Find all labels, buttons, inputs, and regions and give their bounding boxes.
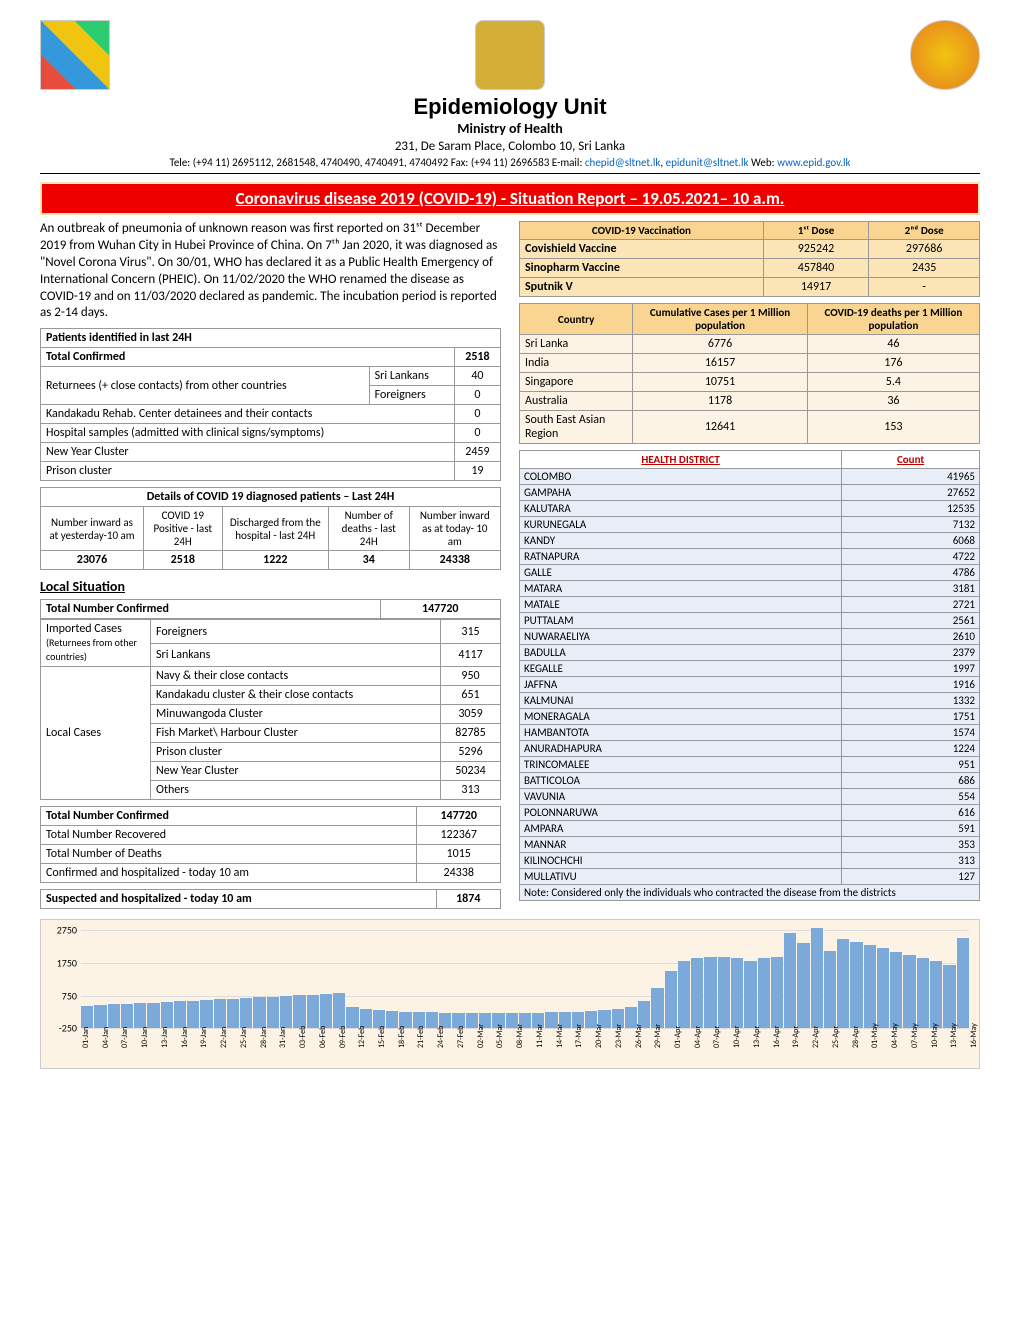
table-total-confirmed: Total Number Confirmed147720 <box>40 599 501 619</box>
contact-line: Tele: (+94 11) 2695112, 2681548, 4740490… <box>40 156 980 169</box>
email-link-1[interactable]: chepid@sltnet.lk <box>585 156 661 169</box>
logo-epidemiology-unit <box>40 20 110 90</box>
page-title: Epidemiology Unit <box>40 94 980 120</box>
website-link[interactable]: www.epid.gov.lk <box>777 156 850 169</box>
table-patients-24h: Patients identified in last 24H Total Co… <box>40 328 501 481</box>
intro-text: An outbreak of pneumonia of unknown reas… <box>40 221 501 322</box>
table-health-district: HEALTH DISTRICTCount COLOMBO41965GAMPAHA… <box>519 450 980 901</box>
table-summary: Total Number Confirmed147720Total Number… <box>40 806 501 883</box>
address-line: 231, De Saram Place, Colombo 10, Sri Lan… <box>40 139 980 154</box>
page-header: Epidemiology Unit Ministry of Health 231… <box>40 20 980 174</box>
daily-cases-chart: -25075017502750 01-Jan04-Jan07-Jan10-Jan… <box>40 919 980 1069</box>
table-imported-local: Imported Cases(Returnees from other coun… <box>40 619 501 800</box>
logo-immunization-program <box>910 20 980 90</box>
local-situation-heading: Local Situation <box>40 578 501 595</box>
page-subtitle: Ministry of Health <box>40 120 980 137</box>
logo-sri-lanka-emblem <box>475 20 545 90</box>
table-suspected: Suspected and hospitalized - today 10 am… <box>40 889 501 909</box>
table-vaccination: COVID-19 Vaccination1ˢᵗ Dose2ⁿᵈ Dose Cov… <box>519 221 980 297</box>
situation-banner: Coronavirus disease 2019 (COVID-19) - Si… <box>40 182 980 215</box>
table-details-24h: Details of COVID 19 diagnosed patients –… <box>40 487 501 570</box>
email-link-2[interactable]: epidunit@sltnet.lk <box>666 156 749 169</box>
table-country-comparison: CountryCumulative Cases per 1 Million po… <box>519 303 980 444</box>
